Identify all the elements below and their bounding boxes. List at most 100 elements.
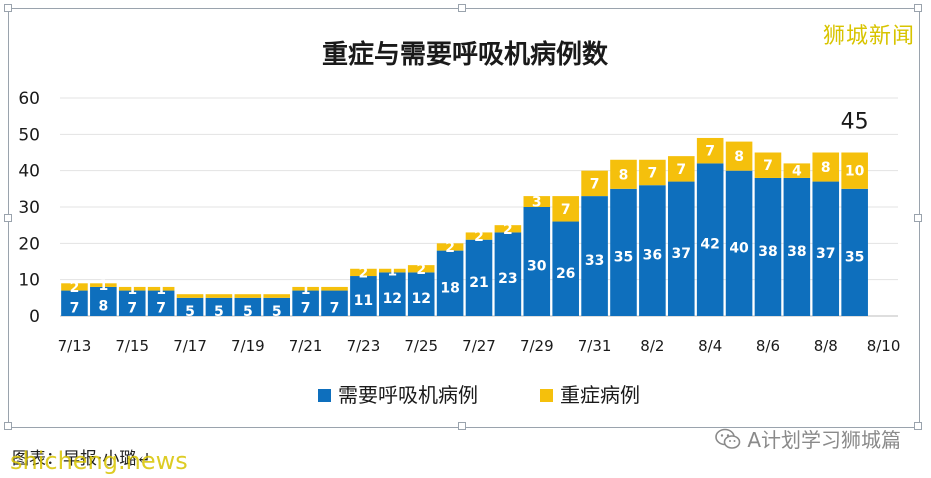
x-tick-label: 7/15 <box>115 337 149 355</box>
bar-ventilator <box>754 177 782 316</box>
wechat-account-tag: A计划学习狮城篇 <box>715 424 901 453</box>
x-tick-label: 7/31 <box>578 337 612 355</box>
bar-ventilator <box>783 177 811 316</box>
chart-caption: 图表：早报·小璐↵ <box>12 449 151 469</box>
bar-severe <box>436 243 464 251</box>
resize-handle-bottom-right[interactable] <box>914 422 922 430</box>
watermark-top-right: 狮城新闻 <box>822 24 915 49</box>
bar-label-severe: 2 <box>70 280 80 296</box>
bar-ventilator <box>234 297 262 316</box>
resize-handle-top-right[interactable] <box>914 4 922 12</box>
bar-ventilator <box>812 181 840 316</box>
bar-label-ventilator: 21 <box>469 275 488 291</box>
bar-label-ventilator: 7 <box>70 300 80 316</box>
x-axis: 7/13 7/15 7/17 7/19 7/21 7/23 7/25 7/27 7/29 7/31… <box>58 337 901 355</box>
resize-handle-right[interactable] <box>914 214 922 222</box>
y-tick-label: 20 <box>18 234 40 254</box>
bar-label-ventilator: 23 <box>498 271 517 287</box>
bar-label-ventilator: 7 <box>127 300 137 316</box>
resize-handle-top[interactable] <box>458 4 466 12</box>
bar-ventilator <box>523 207 551 316</box>
y-tick-label: 10 <box>18 271 40 291</box>
bar-severe <box>552 196 579 222</box>
bar-label-severe: 8 <box>619 167 629 183</box>
bar-severe <box>176 294 204 298</box>
y-tick-label: 0 <box>29 307 40 327</box>
bar-label-severe: 8 <box>821 160 831 176</box>
bar-label-ventilator: 18 <box>440 280 459 296</box>
x-tick-label: 7/25 <box>404 337 438 355</box>
bar-severe <box>725 141 753 171</box>
y-tick-label: 40 <box>18 162 40 182</box>
bar-ventilator <box>379 272 406 316</box>
bar-label-ventilator: 40 <box>729 240 749 256</box>
bar-label-ventilator: 11 <box>354 293 373 309</box>
bar-label-severe: 2 <box>416 262 426 278</box>
bar-ventilator <box>610 188 637 316</box>
bar-label-severe: 2 <box>359 265 369 281</box>
bar-ventilator <box>205 297 233 316</box>
bar-ventilator <box>465 239 493 316</box>
bar-severe <box>667 156 695 182</box>
resize-handle-top-left[interactable] <box>4 4 12 12</box>
bar-severe <box>61 283 88 291</box>
bar-ventilator <box>667 181 695 316</box>
bar-label-severe: 7 <box>705 144 715 160</box>
x-tick-label: 7/29 <box>520 337 554 355</box>
bar-label-ventilator: 7 <box>156 300 166 316</box>
bar-severe <box>581 170 608 197</box>
bar-label-ventilator: 37 <box>672 246 691 262</box>
bar-label-ventilator: 7 <box>330 300 340 316</box>
bar-severe <box>147 286 175 291</box>
bar-severe <box>407 265 435 273</box>
bar-label-ventilator: 35 <box>845 249 864 265</box>
x-tick-label: 8/4 <box>698 337 722 355</box>
bar-ventilator <box>61 290 88 316</box>
wechat-account-name: A计划学习狮城篇 <box>747 428 901 452</box>
bar-ventilator <box>176 297 204 316</box>
total-annotation: 45 <box>841 110 869 135</box>
bar-ventilator <box>725 170 753 316</box>
bar-label-severe: 1 <box>387 264 397 280</box>
legend-label: 需要呼吸机病例 <box>338 383 478 407</box>
bar-ventilator <box>581 196 608 316</box>
bar-label-severe: 1 <box>98 278 108 294</box>
resize-handle-left[interactable] <box>4 214 12 222</box>
x-tick-label: 8/2 <box>640 337 664 355</box>
resize-handle-bottom[interactable] <box>458 422 466 430</box>
bar-label-ventilator: 37 <box>816 246 835 262</box>
bar-label-severe: 4 <box>792 164 802 180</box>
x-tick-label: 7/13 <box>58 337 92 355</box>
bar-label-severe: 7 <box>561 202 571 218</box>
bar-severe <box>379 268 406 273</box>
bar-label-severe: 2 <box>503 222 513 238</box>
bar-label-ventilator: 8 <box>98 298 108 314</box>
bar-severe <box>118 286 146 291</box>
bar-label-severe: 7 <box>590 176 600 192</box>
bar-ventilator <box>263 297 291 316</box>
bar-label-ventilator: 5 <box>272 304 282 320</box>
legend: 需要呼吸机病例 重症病例 <box>318 383 640 407</box>
bar-label-ventilator: 7 <box>301 300 311 316</box>
x-tick-label: 8/10 <box>867 337 901 355</box>
resize-handle-bottom-left[interactable] <box>4 422 12 430</box>
x-tick-label: 7/27 <box>462 337 496 355</box>
x-tick-label: 8/8 <box>814 337 838 355</box>
bar-ventilator <box>147 290 175 316</box>
x-tick-label: 7/17 <box>173 337 207 355</box>
bar-severe <box>234 294 262 298</box>
bar-severe <box>494 225 522 233</box>
bar-label-severe: 7 <box>648 165 658 181</box>
bar-ventilator <box>552 221 579 316</box>
bar-ventilator <box>321 290 348 316</box>
bar-severe <box>696 137 724 164</box>
bar-ventilator <box>350 276 377 316</box>
bar-severe <box>783 163 811 178</box>
bar-severe <box>610 159 637 189</box>
x-tick-label: 7/21 <box>289 337 323 355</box>
bar-severe <box>321 286 348 291</box>
bar-label-severe: 10 <box>845 164 865 180</box>
bar-label-severe: 1 <box>127 282 137 298</box>
